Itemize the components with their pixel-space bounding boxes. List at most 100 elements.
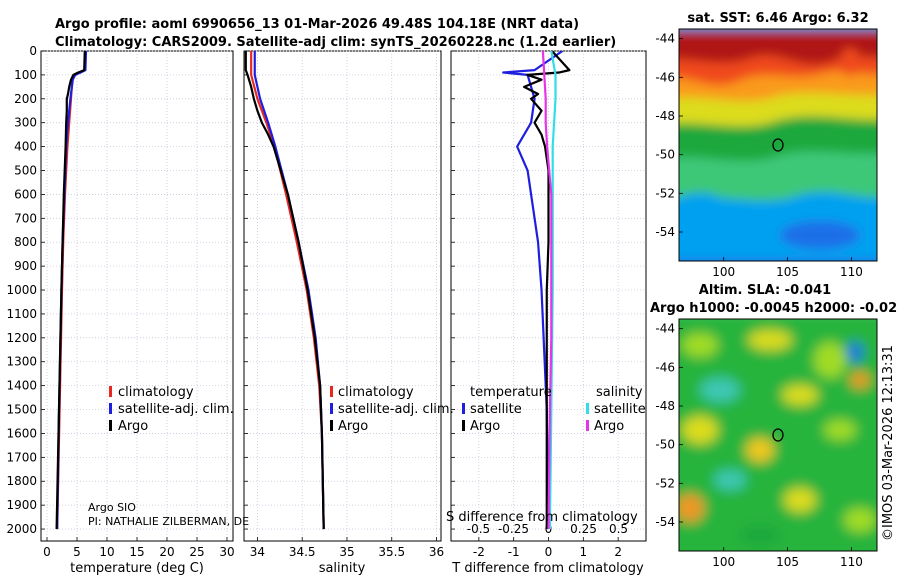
legend-label-argo: Argo [338, 419, 368, 434]
depth-tick-label: 1100 [6, 307, 37, 321]
temperature-legend: climatology satellite-adj. clim. Argo [109, 385, 234, 434]
salinity-difference-caption: S difference from climatology [446, 510, 638, 525]
difference-legend: temperature salinity satellite Argo sate… [462, 385, 646, 434]
temperature-grid [41, 50, 233, 541]
sst-map-ticks: 100 105 110 -44 -46 -48 -50 -52 -54 [655, 32, 863, 279]
x-tick-label: -2 [473, 545, 485, 559]
legend-swatch-temp-satellite [462, 403, 465, 414]
depth-tick-label: 100 [14, 68, 37, 82]
depth-tick-label: 1900 [6, 498, 37, 512]
salinity-xlabel: salinity [319, 561, 366, 576]
depth-tick-label: 1300 [6, 355, 37, 369]
legend-title-salinity: salinity [596, 385, 643, 400]
salinity-x-ticks: 34 34.5 35 35.5 36 [250, 545, 444, 559]
sla-map-title2: Argo h1000: -0.0045 h2000: -0.02 [650, 301, 897, 316]
map-y-tick-label: -44 [655, 32, 675, 46]
depth-tick-label: 400 [14, 140, 37, 154]
sst-map-title: sat. SST: 6.46 Argo: 6.32 [687, 11, 868, 26]
legend-label-climatology: climatology [118, 385, 194, 400]
x-tick-label: 35 [339, 545, 354, 559]
salinity-panel [243, 50, 442, 542]
temperature-x-ticks: 0 5 10 15 20 25 30 [43, 545, 234, 559]
legend-swatch-temp-argo [462, 420, 465, 431]
depth-axis-labels: 0 100 200 300 400 500 600 700 800 900 1000 1100 1200… [6, 44, 37, 536]
legend-swatch-argo [330, 420, 333, 431]
timestamp: ©IMOS 03-Mar-2026 12:13:31 [881, 345, 896, 541]
depth-tick-label: 300 [14, 116, 37, 130]
map-y-tick-label: -50 [655, 438, 675, 452]
legend-label-temp-satellite: satellite [470, 402, 522, 417]
series-line-argo [55, 51, 86, 530]
map-y-tick-label: -52 [655, 186, 675, 200]
legend-swatch-sal-satellite [586, 403, 589, 414]
series-line-argo [244, 51, 325, 530]
map-y-tick-label: -46 [655, 360, 675, 374]
depth-tick-label: 700 [14, 211, 37, 225]
map-y-tick-label: -46 [655, 70, 675, 84]
temperature-lines [55, 51, 88, 530]
series-line-temperature-argo [523, 51, 571, 530]
depth-tick-label: 1700 [6, 450, 37, 464]
sst-argo-location-marker [772, 138, 784, 152]
legend-swatch-sal-argo [586, 420, 589, 431]
salinity-lines [244, 51, 325, 530]
depth-tick-label: 1200 [6, 331, 37, 345]
depth-tick-label: 500 [14, 164, 37, 178]
depth-tick-label: 1500 [6, 403, 37, 417]
argo-info-line1: Argo SIO [88, 501, 136, 514]
map-y-tick-label: -52 [655, 476, 675, 490]
x-tick-label: 0 [43, 545, 51, 559]
series-line-temperature-satellite [502, 51, 564, 530]
sst-map-frame [678, 28, 878, 262]
figure-title-line1: Argo profile: aoml 6990656_13 01-Mar-202… [55, 17, 579, 32]
depth-tick-label: 800 [14, 235, 37, 249]
x-tick-label: 1 [580, 545, 588, 559]
legend-label-argo: Argo [118, 419, 148, 434]
legend-swatch-satellite [330, 403, 333, 414]
depth-tick-label: 2000 [6, 522, 37, 536]
x-tick-label: 35.5 [378, 545, 405, 559]
legend-label-sal-argo: Argo [594, 419, 624, 434]
depth-tick-label: 1400 [6, 379, 37, 393]
x-tick-label: 34 [250, 545, 265, 559]
sla-argo-location-marker [772, 428, 784, 442]
sst-map [679, 29, 877, 261]
depth-tick-label: 900 [14, 259, 37, 273]
legend-title-temperature: temperature [470, 385, 552, 400]
depth-tick-label: 1000 [6, 283, 37, 297]
sla-map-ticks: 100 105 110 -44 -46 -48 -50 -52 -54 [655, 322, 863, 569]
legend-label-temp-argo: Argo [470, 419, 500, 434]
temperature-xlabel: temperature (deg C) [70, 561, 204, 576]
difference-grid [451, 50, 646, 541]
map-x-tick-label: 105 [776, 265, 799, 279]
legend-swatch-argo [109, 420, 112, 431]
salinity-diff-tick-label: 0.25 [570, 522, 597, 536]
map-x-tick-label: 100 [712, 555, 735, 569]
map-x-tick-label: 110 [840, 265, 863, 279]
depth-tick-label: 1800 [6, 474, 37, 488]
map-y-tick-label: -48 [655, 399, 675, 413]
depth-tick-label: 0 [29, 44, 37, 58]
salinity-legend: climatology satellite-adj. clim. Argo [330, 385, 454, 434]
salinity-diff-tick-label: -0.25 [498, 522, 529, 536]
legend-label-sal-satellite: satellite [594, 402, 646, 417]
difference-xlabel: T difference from climatology [451, 561, 644, 576]
x-tick-label: 0 [545, 545, 553, 559]
map-y-tick-label: -44 [655, 322, 675, 336]
legend-swatch-climatology [109, 386, 112, 397]
map-x-tick-label: 110 [840, 555, 863, 569]
depth-tick-label: 600 [14, 187, 37, 201]
figure-title-line2: Climatology: CARS2009. Satellite-adj cli… [55, 35, 616, 50]
sla-map-title1: Altim. SLA: -0.041 [699, 283, 831, 298]
map-y-tick-label: -50 [655, 148, 675, 162]
x-tick-label: 10 [99, 545, 114, 559]
legend-swatch-satellite [109, 403, 112, 414]
x-tick-label: -1 [508, 545, 520, 559]
legend-swatch-climatology [330, 386, 333, 397]
x-tick-label: 25 [189, 545, 204, 559]
salinity-diff-tick-label: 0.5 [609, 522, 628, 536]
map-y-tick-label: -54 [655, 515, 675, 529]
sla-map [679, 319, 877, 551]
argo-info-line2: PI: NATHALIE ZILBERMAN, DE [88, 515, 249, 528]
